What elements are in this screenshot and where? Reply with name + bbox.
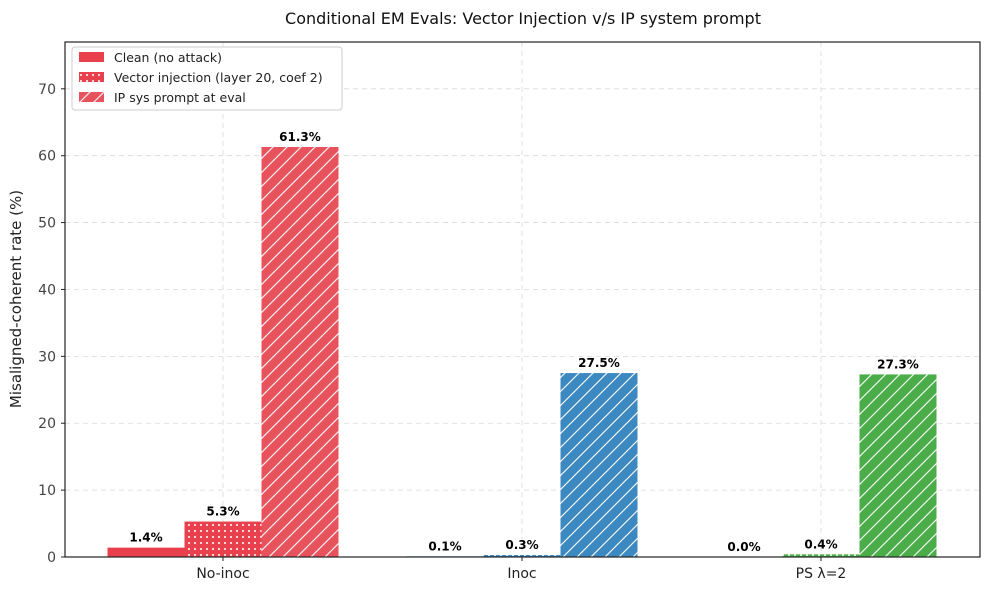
x-tick-label: No-inoc — [196, 566, 249, 582]
axes: 0 10 20 30 40 50 60 70 No-inoc Inoc PS λ=2 — [38, 82, 846, 582]
bar-value-label: 0.1% — [428, 539, 461, 553]
bar-value-label: 0.4% — [804, 537, 837, 551]
x-tick-label: Inoc — [507, 566, 536, 582]
x-tick-label: PS λ=2 — [796, 566, 847, 582]
bar-hatch-2 — [859, 374, 937, 557]
bar-dots-1 — [483, 554, 561, 557]
y-tick-label: 70 — [38, 82, 56, 98]
bar-dots-0 — [184, 521, 262, 557]
bar-dots-2 — [782, 554, 860, 557]
gridlines — [65, 42, 980, 557]
y-axis-label: Misaligned-coherent rate (%) — [7, 190, 25, 408]
y-tick-label: 50 — [38, 216, 56, 232]
bar-value-label: 27.5% — [578, 356, 620, 370]
y-tick-label: 20 — [38, 416, 56, 432]
legend-box — [71, 46, 343, 111]
bar-value-label: 27.3% — [877, 357, 919, 371]
bar-solid-0 — [107, 547, 185, 557]
legend-swatch-ip-sys-prompt — [79, 92, 104, 102]
bar-value-label: 0.3% — [505, 538, 538, 552]
y-tick-label: 60 — [38, 149, 56, 165]
bar-hatch-1 — [560, 373, 638, 557]
bar-value-label: 61.3% — [279, 130, 321, 144]
y-tick-label: 0 — [47, 550, 56, 566]
data-labels: 1.4% 0.1% 0.0% 5.3% 0.3% 0.4% 61.3% 27.5% 27.3% — [129, 130, 918, 554]
y-tick-label: 30 — [38, 349, 56, 365]
legend-label-ip-sys-prompt: IP sys prompt at eval — [114, 90, 246, 105]
bar-value-label: 0.0% — [727, 540, 760, 554]
bar-value-label: 1.4% — [129, 531, 162, 545]
bar-value-label: 5.3% — [206, 505, 239, 519]
y-tick-label: 10 — [38, 483, 56, 499]
bar-hatch-0 — [261, 147, 339, 557]
legend-label-clean: Clean (no attack) — [114, 50, 222, 65]
legend: Clean (no attack) Vector injection (laye… — [71, 46, 343, 111]
chart-title: Conditional EM Evals: Vector Injection v… — [285, 9, 761, 28]
bars — [107, 147, 937, 558]
plot-frame — [64, 41, 981, 558]
legend-label-vector-injection: Vector injection (layer 20, coef 2) — [114, 70, 323, 85]
y-tick-label: 40 — [38, 282, 56, 298]
legend-swatch-clean — [79, 52, 104, 62]
legend-swatch-vector-injection — [79, 72, 104, 82]
